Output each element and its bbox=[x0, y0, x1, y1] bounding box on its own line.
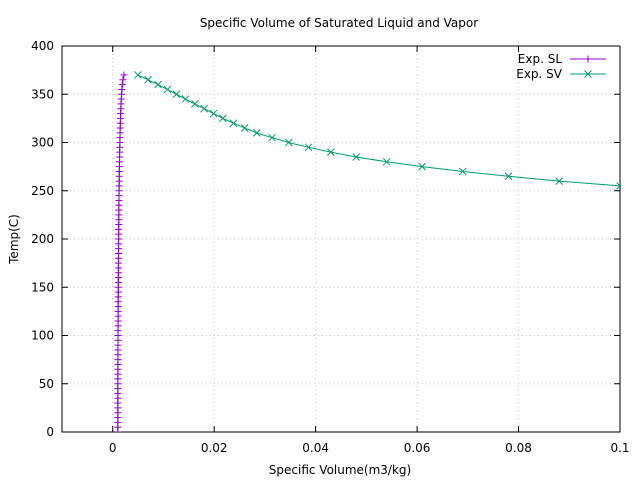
data-point bbox=[418, 162, 427, 171]
x-axis-label: Specific Volume(m3/kg) bbox=[269, 463, 411, 477]
data-point bbox=[172, 90, 181, 99]
legend-marker bbox=[584, 70, 592, 78]
legend-marker bbox=[584, 55, 592, 63]
data-point bbox=[118, 81, 126, 89]
series-vapor bbox=[133, 71, 620, 190]
x-tick-label: 0.1 bbox=[610, 441, 629, 455]
data-point bbox=[181, 95, 190, 103]
data-point bbox=[144, 75, 152, 84]
chart-title: Specific Volume of Saturated Liquid and … bbox=[200, 16, 478, 30]
data-point bbox=[154, 80, 162, 89]
data-point bbox=[209, 109, 218, 118]
data-point bbox=[382, 157, 391, 166]
data-point bbox=[229, 119, 238, 128]
y-tick-label: 0 bbox=[46, 425, 54, 439]
series-liquid bbox=[114, 71, 128, 432]
x-tick-label: 0 bbox=[109, 441, 117, 455]
y-axis-label: Temp(C) bbox=[7, 214, 21, 265]
data-point bbox=[304, 143, 313, 152]
data-point bbox=[119, 76, 127, 84]
series-line bbox=[137, 74, 620, 187]
y-tick-label: 400 bbox=[31, 39, 54, 53]
plot-frame bbox=[61, 45, 621, 433]
y-tick-label: 350 bbox=[31, 87, 54, 101]
x-tick-label: 0.06 bbox=[404, 441, 431, 455]
x-tick-label: 0.04 bbox=[302, 441, 329, 455]
axis-ticks: 0 0.02 0.04 0.06 0.08 0.1 0 50 100 150 200 250 300 35… bbox=[31, 39, 629, 455]
data-point bbox=[133, 71, 142, 79]
data-point bbox=[352, 153, 361, 161]
data-point bbox=[284, 138, 293, 147]
x-tick-label: 0.08 bbox=[505, 441, 532, 455]
data-point bbox=[268, 133, 276, 142]
x-tick-label: 0.02 bbox=[201, 441, 228, 455]
legend-label: Exp. SV bbox=[516, 67, 563, 81]
data-point bbox=[252, 128, 261, 137]
data-point bbox=[555, 177, 563, 185]
y-tick-label: 150 bbox=[31, 280, 54, 294]
data-point bbox=[120, 71, 128, 79]
y-tick-label: 250 bbox=[31, 184, 54, 198]
y-tick-label: 200 bbox=[31, 232, 54, 246]
data-point bbox=[218, 114, 227, 123]
y-tick-label: 300 bbox=[31, 136, 54, 150]
data-point bbox=[240, 124, 249, 132]
data-point bbox=[191, 100, 199, 108]
legend-label: Exp. SL bbox=[518, 52, 563, 66]
data-point bbox=[163, 85, 172, 94]
data-point bbox=[504, 172, 513, 181]
data-point bbox=[616, 182, 620, 190]
data-point bbox=[327, 148, 335, 157]
grid-lines bbox=[62, 46, 620, 432]
y-tick-label: 50 bbox=[39, 377, 54, 391]
series-layer bbox=[114, 71, 620, 432]
data-point bbox=[458, 167, 467, 176]
y-tick-label: 100 bbox=[31, 329, 54, 343]
data-point bbox=[200, 104, 209, 113]
